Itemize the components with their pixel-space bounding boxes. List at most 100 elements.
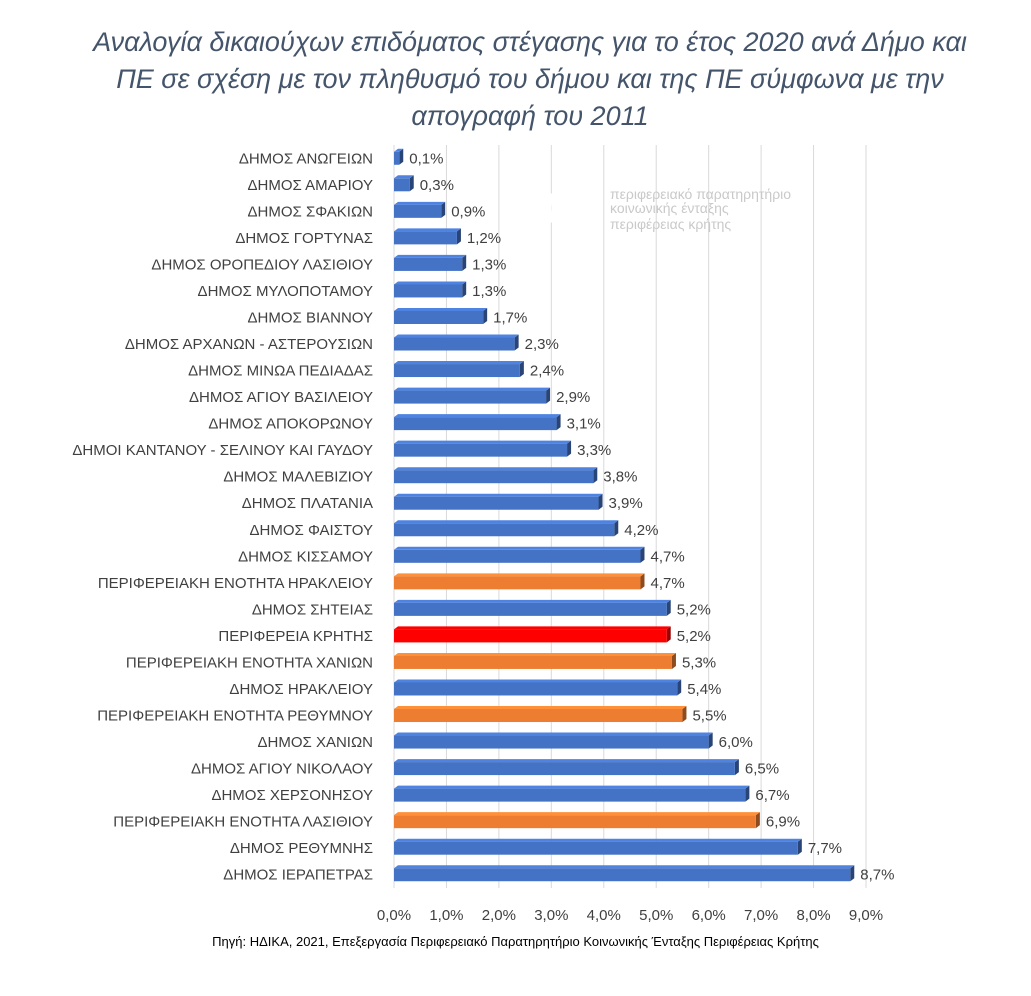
bar [394,549,641,563]
bar-side [409,175,414,192]
bar-top [394,865,855,869]
data-label: 1,3% [472,283,506,300]
bar [394,310,484,324]
x-tick-label: 6,0% [692,907,726,924]
bar-top [394,361,524,365]
bar [394,602,667,616]
bar-top [394,838,802,842]
data-label: 1,3% [472,256,506,273]
bar-top [394,228,461,232]
bar-side [797,838,802,855]
data-label: 1,2% [467,230,501,247]
bar [394,841,798,855]
data-label: 4,7% [650,575,684,592]
bar [394,364,520,378]
bar-top [394,785,750,789]
data-label: 5,2% [677,628,711,645]
data-label: 4,2% [624,522,658,539]
x-tick-label: 7,0% [744,907,778,924]
category-label: ΔΗΜΟΣ ΣΗΤΕΙΑΣ [252,601,373,618]
data-label: 3,8% [603,469,637,486]
bar-group [394,679,682,696]
bar-top [394,599,671,603]
bar-side [441,201,446,218]
bar-side [399,148,404,165]
bar-group [394,546,645,563]
bar-group [394,626,671,643]
bar-side [677,679,682,696]
bar-group [394,254,467,271]
category-label: ΔΗΜΟΣ ΗΡΑΚΛΕΙΟΥ [229,681,373,698]
bar-top [394,732,713,736]
source-note: Πηγή: ΗΔΙΚΑ, 2021, Επεξεργασία Περιφερει… [212,934,819,949]
bar [394,788,746,802]
bar-side [598,493,603,510]
bar [394,257,463,271]
data-label: 0,3% [420,177,454,194]
category-label: ΔΗΜΟΣ ΑΜΑΡΙΟΥ [248,177,374,194]
bar-top [394,387,551,391]
bar-side [556,414,561,431]
bar-top [394,759,739,763]
bar-side [462,281,467,298]
x-tick-label: 3,0% [534,907,568,924]
category-label: ΠΕΡΙΦΕΡΕΙΑΚΗ ΕΝΟΤΗΤΑ ΡΕΘΥΜΝΟΥ [97,708,373,725]
bar-side [567,440,572,457]
bar-group [394,759,739,776]
bar-group [394,228,461,245]
bar [394,151,400,165]
bar-top [394,626,671,630]
bar-group [394,838,802,855]
category-label: ΔΗΜΟΣ ΓΟΡΤΥΝΑΣ [235,230,373,247]
data-label: 0,1% [409,150,443,167]
data-label: 6,7% [755,787,789,804]
bar-top [394,493,603,497]
bar [394,178,410,192]
bar-side [708,732,713,749]
bar-top [394,148,404,152]
bar [394,735,709,749]
bar-side [640,546,645,563]
x-tick-label: 1,0% [429,907,463,924]
logo-mark-icon [515,187,588,229]
data-label: 5,2% [677,601,711,618]
data-label: 6,0% [719,734,753,751]
bar [394,868,851,882]
bar-top [394,520,619,524]
category-label: ΔΗΜΟΙ ΚΑΝΤΑΝΟΥ - ΣΕΛΙΝΟΥ ΚΑΙ ΓΑΥΔΟΥ [72,442,373,459]
data-label: 5,5% [692,708,726,725]
category-label: ΔΗΜΟΣ ΠΛΑΤΑΝΙΑ [242,495,373,512]
bar-top [394,467,598,471]
bar-group [394,175,414,192]
bar-top [394,706,687,710]
data-label: 8,7% [860,867,894,884]
data-label: 0,9% [451,203,485,220]
bar-side [456,228,461,245]
bar-group [394,493,603,510]
data-label: 5,3% [682,654,716,671]
bar [394,337,515,351]
data-label: 3,1% [567,416,601,433]
bar [394,682,678,696]
bar-side [666,626,671,643]
bar [394,523,615,537]
bar-side [546,387,551,404]
bar-group [394,201,446,218]
category-label: ΔΗΜΟΣ ΙΕΡΑΠΕΤΡΑΣ [223,867,373,884]
bar [394,470,594,484]
bar [394,762,735,776]
category-label: ΔΗΜΟΣ ΑΡΧΑΝΩΝ - ΑΣΤΕΡΟΥΣΙΩΝ [125,336,373,353]
bar-group [394,414,561,431]
data-label: 2,9% [556,389,590,406]
bar-group [394,467,598,484]
x-tick-label: 5,0% [639,907,673,924]
bar-group [394,732,713,749]
logo-text-line-1: περιφερειακό παρατηρητήριο [610,186,792,202]
data-label: 4,7% [650,548,684,565]
bar-side [734,759,739,776]
bar-group [394,785,750,802]
category-label: ΠΕΡΙΦΕΡΕΙΑΚΗ ΕΝΟΤΗΤΑ ΛΑΣΙΘΙΟΥ [113,814,373,831]
category-label: ΔΗΜΟΣ ΑΠΟΚΟΡΩΝΟΥ [208,416,373,433]
data-label: 7,7% [808,840,842,857]
